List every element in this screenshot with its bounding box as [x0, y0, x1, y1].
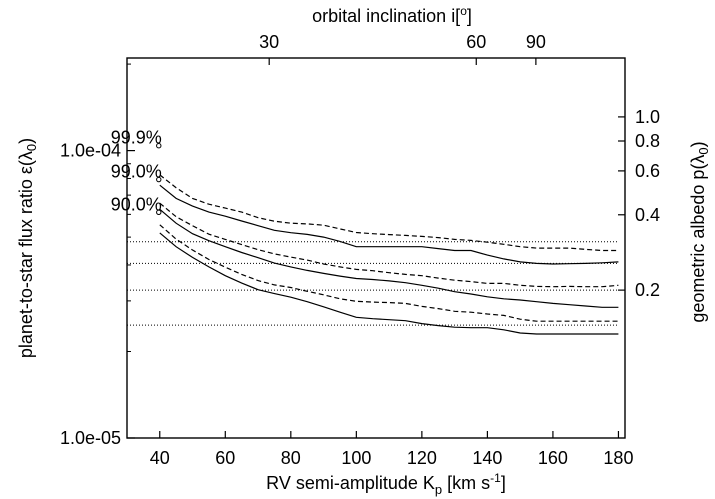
right-tick-label: 1.0	[635, 107, 660, 127]
series-line	[159, 232, 619, 335]
right-tick-label: 0.2	[635, 280, 660, 300]
series-line	[159, 208, 619, 308]
series-line	[159, 174, 619, 252]
right-tick-label: 0.6	[635, 161, 660, 181]
top-axis-label: orbital inclination i[o]	[312, 4, 472, 26]
level-label: 99.0%	[111, 162, 162, 182]
x-axis-label: RV semi-amplitude Kp [km s-1]	[266, 471, 506, 497]
top-tick-label: 30	[259, 32, 279, 52]
series-line	[159, 224, 619, 322]
top-tick-label: 60	[466, 32, 486, 52]
right-axis-label: geometric albedo p(λ0)	[688, 141, 711, 322]
level-marker	[156, 209, 162, 215]
top-tick-label: 90	[526, 32, 546, 52]
x-tick-label: 40	[150, 448, 170, 468]
level-label: 99.9%	[111, 128, 162, 148]
y-axis-label: planet-to-star flux ratio ε(λ0)	[16, 138, 39, 358]
right-tick-label: 0.4	[635, 205, 660, 225]
x-tick-label: 60	[215, 448, 235, 468]
x-tick-label: 160	[538, 448, 568, 468]
plot-frame	[126, 57, 626, 439]
x-tick-label: 180	[603, 448, 633, 468]
series-line	[159, 202, 619, 288]
series-line	[159, 184, 619, 265]
level-label: 90.0%	[111, 194, 162, 214]
x-tick-label: 120	[407, 448, 437, 468]
x-tick-label: 140	[472, 448, 502, 468]
x-tick-label: 80	[281, 448, 301, 468]
level-marker	[156, 143, 162, 149]
x-tick-label: 100	[341, 448, 371, 468]
level-marker	[156, 176, 162, 183]
y-tick-label: 1.0e-05	[60, 428, 121, 448]
y-tick-label: 1.0e-04	[60, 141, 121, 161]
right-tick-label: 0.8	[635, 131, 660, 151]
